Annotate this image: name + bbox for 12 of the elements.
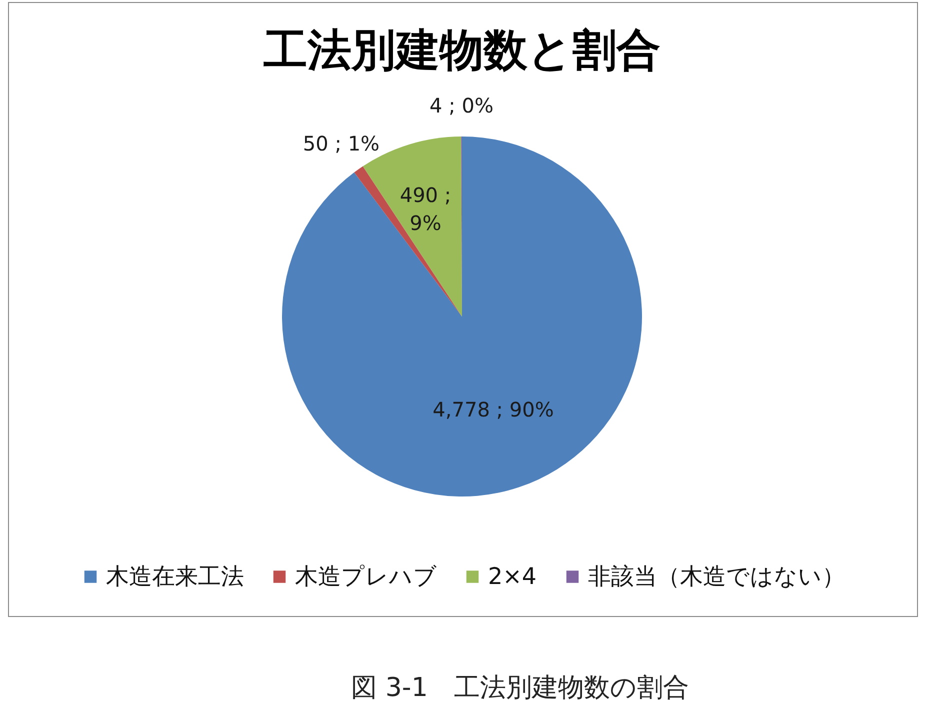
legend-label: 木造プレハブ (295, 564, 437, 590)
data-label: 490 ; 9% (400, 182, 452, 235)
data-label: 50 ; 1% (302, 132, 380, 156)
data-label: 4,778 ; 90% (432, 397, 554, 422)
pie-slice (354, 166, 462, 316)
legend-label: 木造在来工法 (106, 564, 244, 590)
legend-label: 2×4 (488, 564, 537, 590)
chart-title: 工法別建物数と割合 (264, 25, 660, 76)
pie-slice (282, 136, 642, 496)
data-label: 4 ; 0% (430, 94, 494, 118)
legend-label: 非該当（木造ではない） (588, 564, 845, 590)
caption: 図 3-1 工法別建物数の割合 (350, 672, 690, 705)
